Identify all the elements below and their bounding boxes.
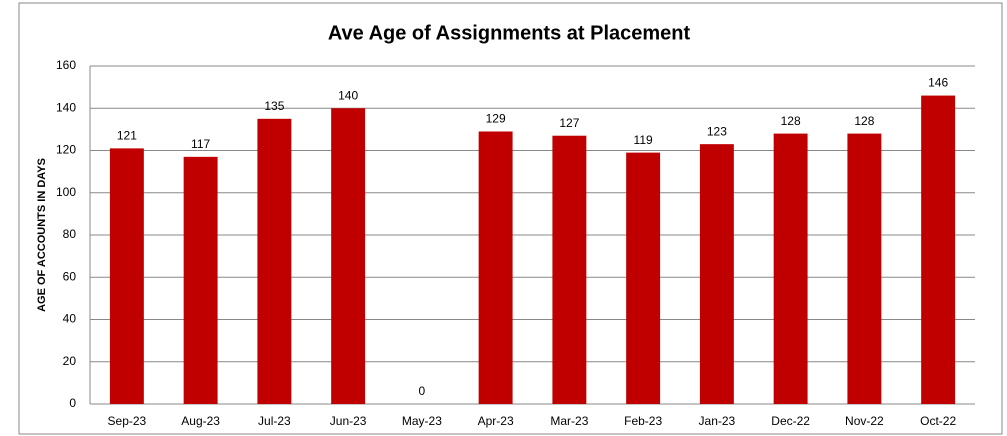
x-tick-label: Mar-23	[550, 414, 588, 428]
data-label: 121	[117, 129, 137, 143]
data-label: 119	[634, 133, 653, 147]
bar	[626, 152, 661, 404]
x-tick-label: Dec-22	[771, 414, 810, 428]
data-label: 135	[264, 99, 284, 113]
data-label: 140	[338, 88, 358, 102]
bar	[699, 144, 734, 404]
bar	[183, 156, 218, 404]
bar	[552, 135, 587, 404]
x-tick-label: Feb-23	[624, 414, 662, 428]
data-label: 128	[781, 114, 801, 128]
data-label: 0	[419, 384, 426, 398]
x-tick-label: Jan-23	[699, 414, 736, 428]
bar	[478, 131, 513, 405]
data-label: 123	[707, 124, 727, 138]
y-tick-label: 40	[63, 312, 77, 326]
x-tick-label: Jul-23	[258, 414, 291, 428]
y-axis-label: AGE OF ACCOUNTS IN DAYS	[36, 158, 48, 312]
y-tick-label: 60	[63, 269, 77, 283]
y-tick-label: 80	[63, 227, 77, 241]
y-tick-label: 100	[56, 185, 76, 199]
chart-title: Ave Age of Assignments at Placement	[328, 22, 691, 44]
bar	[773, 133, 808, 404]
data-label: 127	[559, 116, 579, 130]
bar	[331, 108, 366, 404]
bar	[109, 148, 144, 404]
x-tick-label: Aug-23	[181, 414, 220, 428]
y-tick-label: 20	[63, 354, 77, 368]
data-label: 117	[191, 137, 210, 151]
y-tick-label: 120	[56, 143, 76, 157]
x-tick-label: Nov-22	[845, 414, 884, 428]
x-tick-label: May-23	[402, 414, 442, 428]
y-tick-label: 160	[56, 58, 76, 72]
x-tick-label: Jun-23	[330, 414, 367, 428]
x-tick-label: Oct-22	[920, 414, 956, 428]
x-tick-label: Apr-23	[478, 414, 514, 428]
bar	[257, 118, 292, 404]
x-tick-label: Sep-23	[108, 414, 147, 428]
y-tick-label: 140	[56, 100, 76, 114]
data-label: 129	[486, 112, 506, 126]
data-label: 128	[854, 114, 874, 128]
bar	[847, 133, 882, 404]
data-label: 146	[928, 76, 948, 90]
bar	[921, 95, 956, 404]
y-tick-label: 0	[69, 396, 76, 410]
